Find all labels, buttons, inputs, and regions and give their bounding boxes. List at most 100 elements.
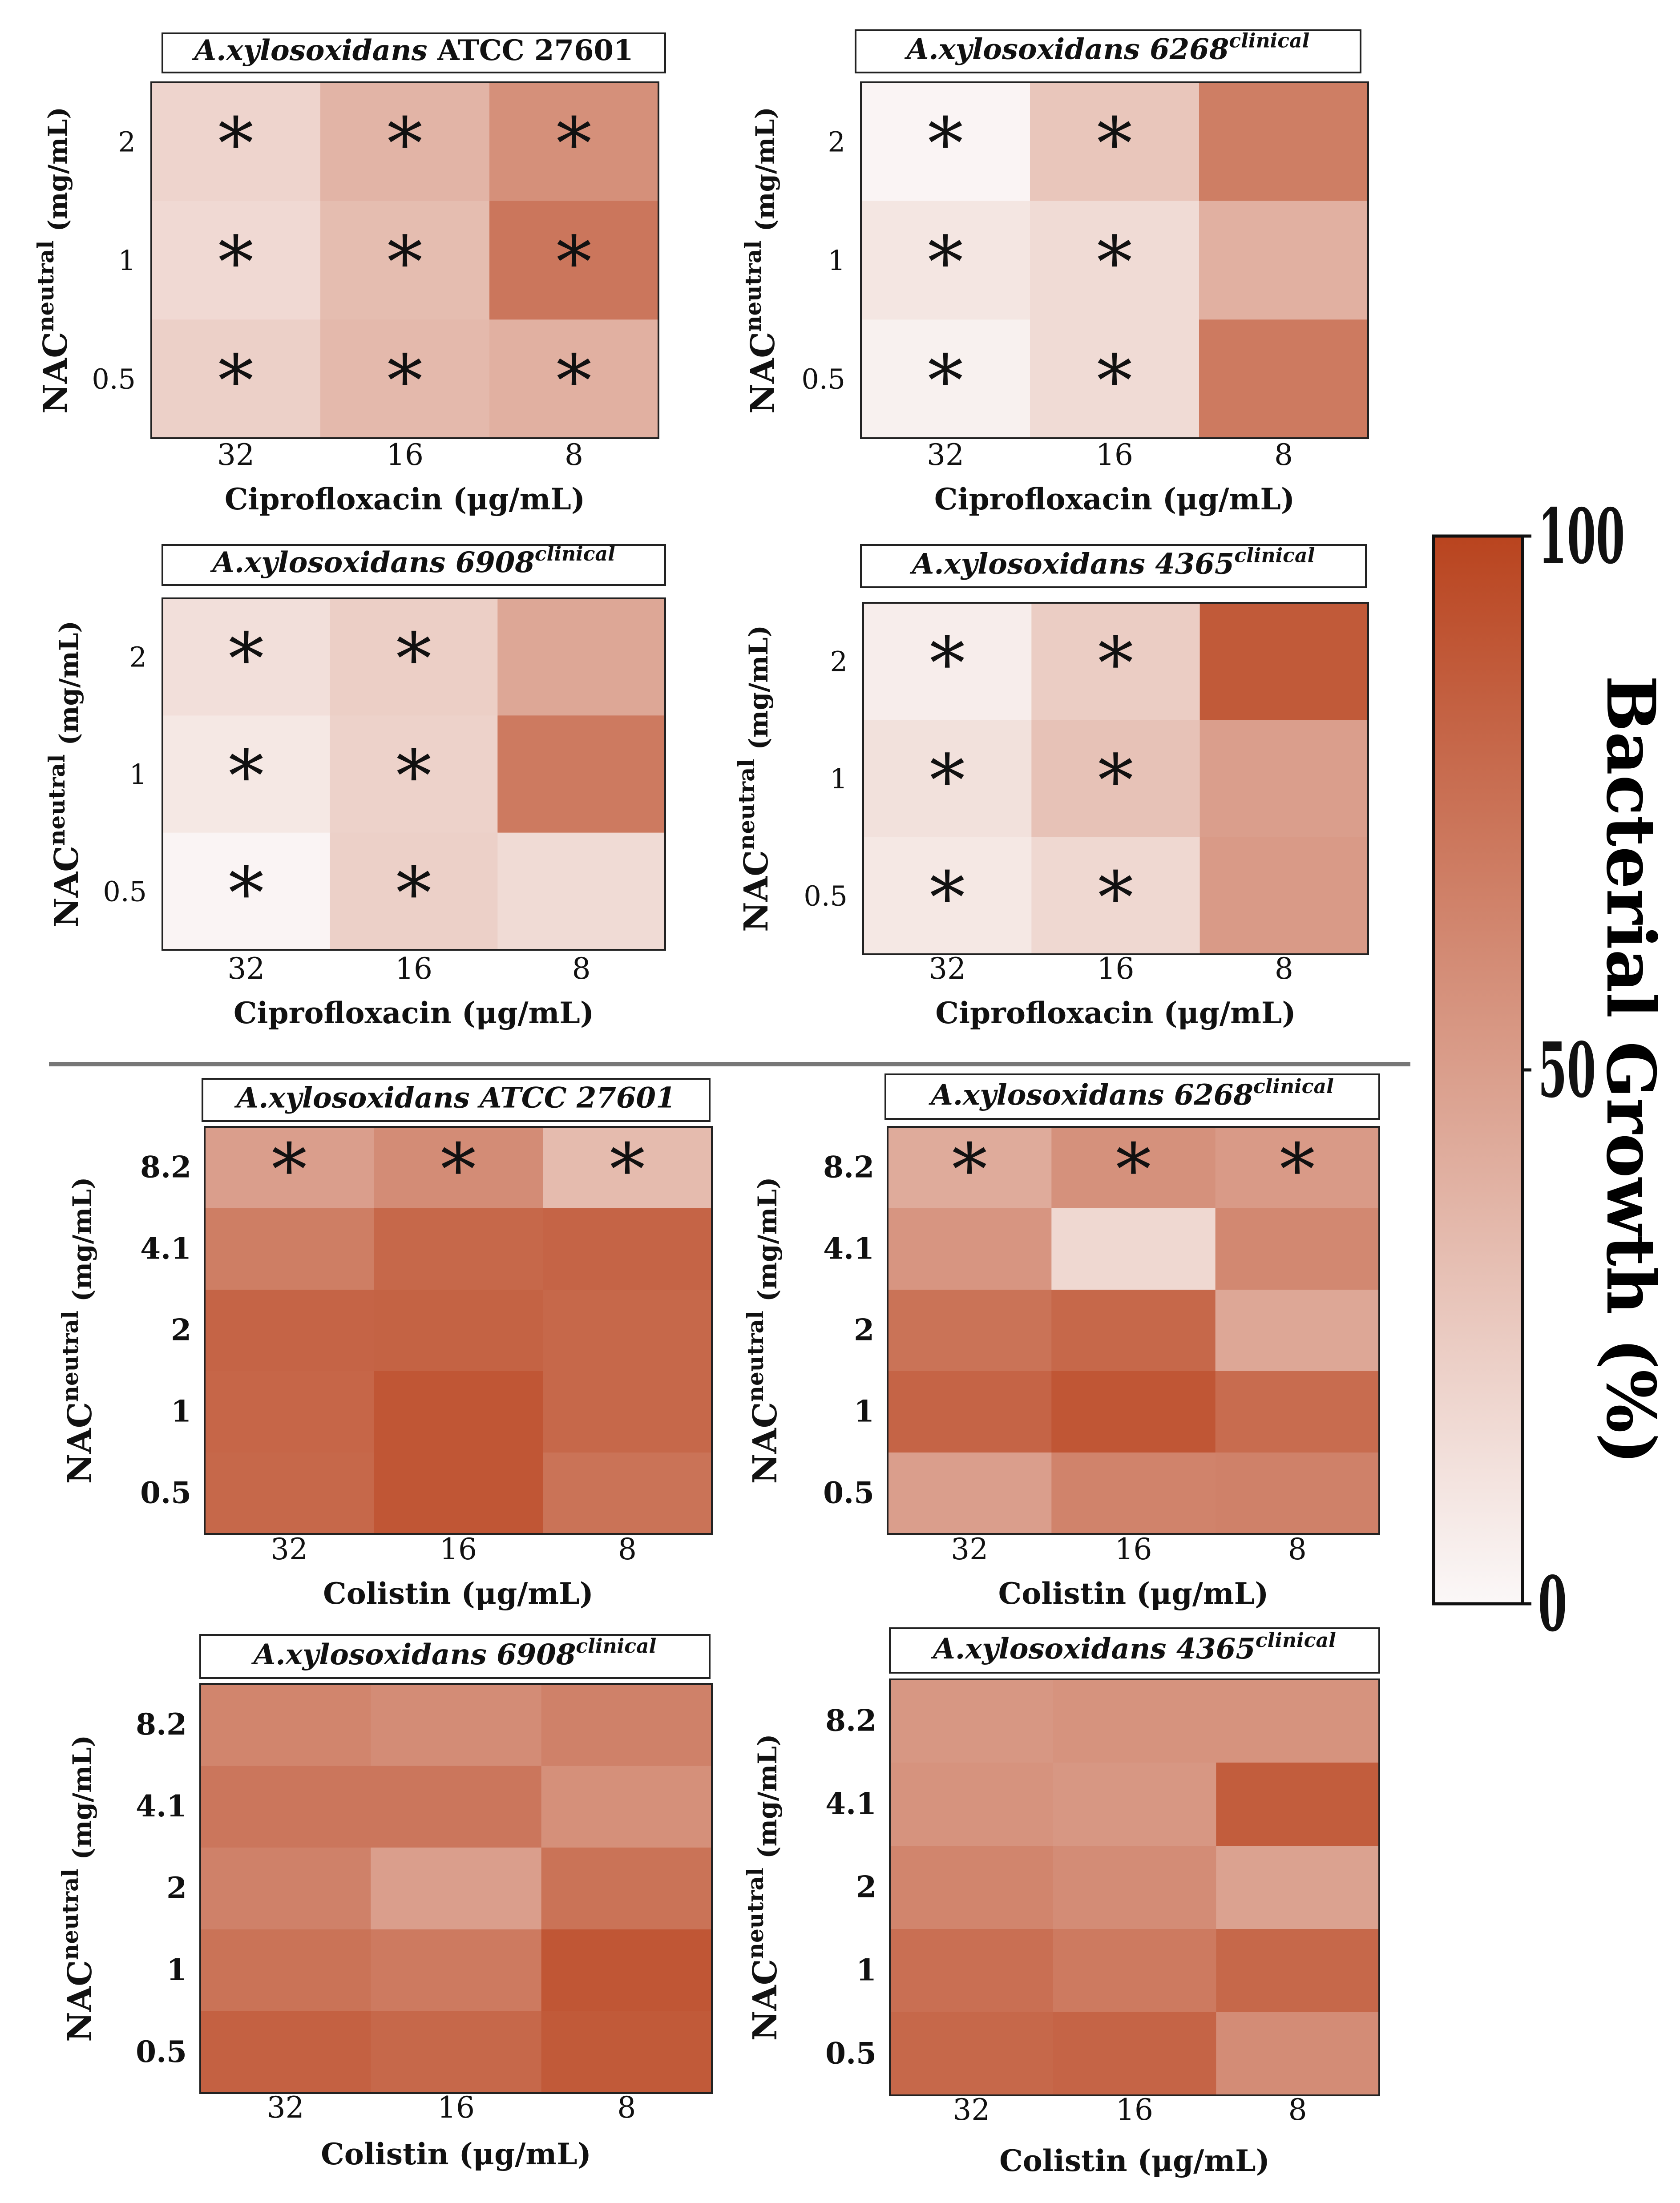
x-tick-label: 16 <box>1115 1532 1152 1566</box>
heatmap-cell <box>1215 1290 1380 1372</box>
plot-frame <box>204 1126 713 1535</box>
heatmap-cell <box>1051 1290 1216 1372</box>
heatmap-cell <box>320 201 490 320</box>
x-tick-label: 16 <box>386 438 424 472</box>
heatmap-cell <box>541 1766 712 1848</box>
y-tick-label: 1 <box>118 244 136 277</box>
plot-frame <box>150 81 659 439</box>
heatmap-cell <box>374 1208 543 1290</box>
heatmap-cell <box>1216 1929 1380 2013</box>
heatmap-cell <box>1051 1127 1216 1209</box>
heatmap-cell <box>1216 1763 1380 1846</box>
heatmap-cell <box>863 720 1032 838</box>
heatmap-cell <box>1199 837 1369 955</box>
heatmap-cell <box>162 598 331 716</box>
x-axis-label: Ciprofloxacin (μg/mL) <box>934 482 1295 516</box>
heatmap-cell <box>371 2011 542 2094</box>
panel-c: * * * * * * A.xylosoxidans 6908clinical 2 1 0.5 32… <box>44 543 666 1030</box>
significance-star: * <box>1098 856 1134 939</box>
x-axis-label: Ciprofloxacin (μg/mL) <box>225 482 585 516</box>
heatmap-cell <box>1030 82 1199 202</box>
x-tick-label: 32 <box>271 1532 308 1566</box>
y-tick-label: 2 <box>129 641 147 674</box>
heatmap-cell <box>1030 319 1199 439</box>
heatmap-cell <box>151 82 321 202</box>
panel-title: A.xylosoxidans 6268clinical <box>905 30 1310 66</box>
colorbar-tick-label: 0 <box>1538 1560 1567 1649</box>
title-box <box>889 1627 1380 1674</box>
y-axis-label: NACneutral (mg/mL) <box>742 1177 784 1484</box>
heatmap-cell <box>890 1846 1054 1929</box>
x-tick-label: 8 <box>565 438 583 472</box>
heatmap-cell <box>1053 1679 1216 1763</box>
heatmap-cell <box>200 1848 371 1930</box>
colorbar-label: Bacterial Growth (%) <box>1591 675 1670 1465</box>
heatmap-cell <box>1216 1679 1380 1763</box>
heatmap-cell <box>497 598 666 716</box>
heatmap-cell <box>888 1371 1052 1453</box>
plot-frame <box>199 1683 713 2094</box>
heatmap-cell <box>1215 1127 1380 1209</box>
heatmap-cell <box>371 1848 542 1930</box>
heatmap-cell <box>543 1127 712 1209</box>
heatmap-panels: * * * * * * * * * A.xylosoxidans ATCC 27601 2 1 0.5 3… <box>32 29 1380 2178</box>
x-tick-label: 8 <box>572 952 591 986</box>
panel-d: * * * * * * A.xylosoxidans 4365clinical 2 1 0.5 32… <box>733 544 1369 1030</box>
significance-star: * <box>952 1128 987 1211</box>
significance-star: * <box>271 1128 307 1211</box>
y-axis-label: NACneutral (mg/mL) <box>57 1177 99 1484</box>
heatmap-cell <box>543 1371 712 1453</box>
plot-frame <box>162 597 666 951</box>
y-tick-label: 1 <box>830 763 848 795</box>
y-axis-label: NACneutral (mg/mL) <box>44 621 86 928</box>
significance-star: * <box>396 851 432 935</box>
x-tick-label: 32 <box>951 1532 988 1566</box>
y-tick-label: 0.5 <box>92 363 136 395</box>
x-axis-label: Colistin (μg/mL) <box>998 1576 1269 1611</box>
heatmap-cell <box>890 1929 1054 2013</box>
heatmap-cell <box>1031 837 1200 955</box>
y-tick-label: 0.5 <box>136 2034 187 2069</box>
panel-title: A.xylosoxidans 4365clinical <box>931 1629 1336 1666</box>
significance-star: * <box>1097 339 1132 423</box>
x-tick-label: 16 <box>395 952 432 986</box>
title-box <box>199 1634 711 1679</box>
x-tick-label: 32 <box>927 438 964 472</box>
x-tick-label: 32 <box>227 952 265 986</box>
y-tick-label: 0.5 <box>140 1476 191 1510</box>
heatmap-cell <box>863 837 1032 955</box>
x-tick-label: 32 <box>929 952 966 986</box>
y-tick-label: 1 <box>166 1953 187 1987</box>
significance-star: * <box>228 734 264 818</box>
x-axis-label: Ciprofloxacin (μg/mL) <box>234 996 594 1030</box>
heatmap-cell <box>374 1290 543 1372</box>
heatmap-cell <box>541 2011 712 2094</box>
significance-star: * <box>396 734 432 818</box>
heatmap-cell <box>330 598 498 716</box>
significance-star: * <box>929 739 965 822</box>
significance-star: * <box>387 221 423 304</box>
heatmap-cell <box>861 201 1030 320</box>
significance-star: * <box>1097 102 1132 185</box>
heatmap-cell <box>888 1127 1052 1209</box>
y-tick-label: 0.5 <box>825 2036 876 2071</box>
heatmap-cell <box>330 715 498 833</box>
colorbar-gradient <box>1432 534 1524 1606</box>
x-tick-label: 8 <box>617 2090 636 2125</box>
y-tick-label: 0.5 <box>804 880 848 912</box>
significance-star: * <box>1098 739 1134 822</box>
significance-star: * <box>1280 1128 1315 1211</box>
panel-a: * * * * * * * * * A.xylosoxidans ATCC 27601 2 1 0.5 3… <box>32 32 666 516</box>
significance-star: * <box>929 856 965 939</box>
heatmap-cell <box>200 1766 371 1848</box>
heatmap-cell <box>863 603 1032 720</box>
significance-star: * <box>218 339 254 423</box>
heatmap-cell <box>1199 319 1369 439</box>
heatmap-cell <box>151 319 321 439</box>
significance-star: * <box>440 1128 476 1211</box>
heatmap-cell <box>1215 1208 1380 1290</box>
heatmap-cell <box>1031 603 1200 720</box>
plot-frame <box>860 81 1369 439</box>
title-box <box>162 32 666 73</box>
significance-star: * <box>387 102 423 185</box>
